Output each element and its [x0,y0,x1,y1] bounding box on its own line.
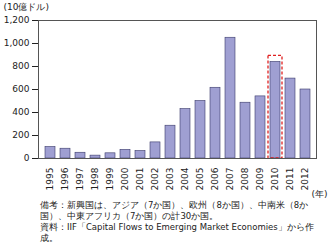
svg-text:1,200: 1,200 [4,15,30,25]
svg-text:2003: 2003 [165,168,175,191]
svg-text:600: 600 [12,84,29,94]
svg-text:2004: 2004 [180,167,190,190]
svg-text:1995: 1995 [45,168,55,191]
svg-text:0: 0 [24,153,30,163]
svg-text:400: 400 [12,107,29,117]
svg-text:2000: 2000 [120,167,130,190]
svg-text:2012: 2012 [300,168,310,191]
svg-text:2011: 2011 [285,168,295,191]
svg-text:2006: 2006 [210,167,220,190]
svg-text:800: 800 [12,61,29,71]
svg-text:1999: 1999 [105,167,115,190]
svg-text:2005: 2005 [195,168,205,191]
svg-text:2008: 2008 [240,167,250,190]
svg-text:200: 200 [12,130,29,140]
svg-text:(年): (年) [311,189,327,199]
svg-text:2001: 2001 [135,168,145,191]
svg-text:2002: 2002 [150,168,160,191]
svg-text:1,000: 1,000 [4,38,30,48]
svg-text:1996: 1996 [60,167,70,190]
svg-text:(10億ドル): (10億ドル) [4,2,49,12]
svg-text:2010: 2010 [270,167,280,190]
svg-text:2007: 2007 [225,168,235,191]
html-text:資料：IIF「Capital Flows to Emergi: 資料：IIF「Capital Flows to Emerging Market … [40,222,314,243]
html-text:備考：新興国は、アジア（7か国）、欧州（8か国）、中南米（8: 備考：新興国は、アジア（7か国）、欧州（8か国）、中南米（8か国）、中東アフリカ… [40,200,309,221]
svg-text:1997: 1997 [75,168,85,191]
svg-text:1998: 1998 [90,167,100,190]
svg-text:2009: 2009 [255,167,265,190]
